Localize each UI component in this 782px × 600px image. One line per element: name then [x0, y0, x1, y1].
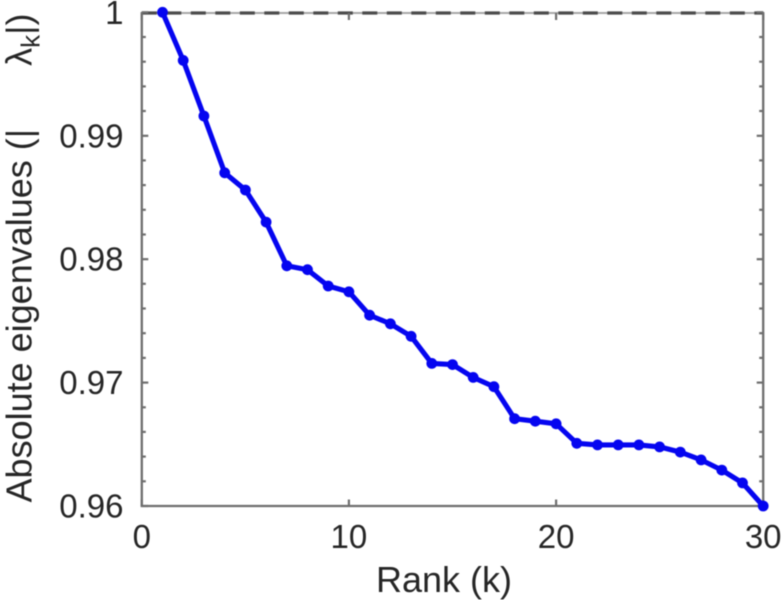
svg-text:0.96: 0.96: [59, 488, 123, 525]
svg-text:1: 1: [105, 0, 123, 31]
svg-text:10: 10: [331, 518, 368, 555]
svg-text:0.97: 0.97: [59, 364, 123, 401]
svg-text:0.99: 0.99: [59, 117, 123, 154]
svg-text:Rank (k): Rank (k): [376, 559, 512, 600]
svg-text:0.98: 0.98: [59, 241, 123, 278]
svg-text:30: 30: [745, 518, 782, 555]
svg-text:20: 20: [538, 518, 575, 555]
svg-text:0: 0: [133, 518, 151, 555]
